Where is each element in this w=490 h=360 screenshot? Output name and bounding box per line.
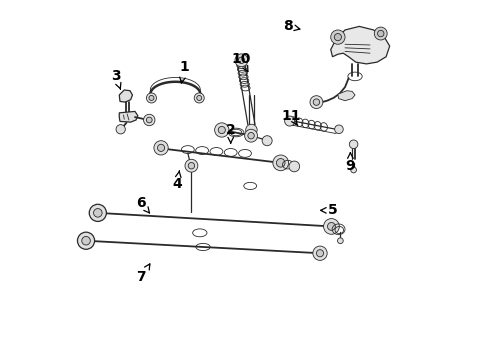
Circle shape: [194, 93, 204, 103]
Circle shape: [313, 246, 327, 260]
Text: 7: 7: [137, 264, 150, 284]
Circle shape: [276, 158, 285, 167]
Circle shape: [147, 93, 156, 103]
Circle shape: [335, 125, 343, 134]
Circle shape: [215, 123, 229, 137]
Circle shape: [377, 30, 384, 37]
Text: 8: 8: [283, 19, 300, 33]
Text: 11: 11: [281, 109, 300, 126]
Circle shape: [94, 208, 102, 217]
Circle shape: [77, 232, 95, 249]
Circle shape: [82, 237, 90, 245]
Circle shape: [317, 249, 323, 257]
Circle shape: [374, 27, 387, 40]
Circle shape: [154, 141, 168, 155]
Circle shape: [245, 129, 258, 142]
Circle shape: [235, 54, 248, 67]
Circle shape: [196, 95, 202, 100]
Text: 9: 9: [345, 153, 355, 173]
Circle shape: [285, 116, 294, 126]
Text: 4: 4: [172, 171, 182, 190]
Polygon shape: [119, 90, 132, 102]
Circle shape: [157, 144, 165, 152]
Circle shape: [331, 30, 345, 44]
Circle shape: [334, 33, 342, 41]
Circle shape: [149, 95, 154, 100]
Circle shape: [238, 57, 245, 64]
Text: 1: 1: [179, 60, 189, 83]
Circle shape: [262, 136, 272, 146]
Circle shape: [248, 132, 254, 139]
Circle shape: [116, 125, 125, 134]
Circle shape: [323, 219, 339, 234]
Polygon shape: [331, 26, 390, 64]
Circle shape: [289, 161, 300, 172]
Circle shape: [327, 222, 335, 230]
Circle shape: [245, 124, 257, 136]
Circle shape: [349, 140, 358, 149]
Circle shape: [273, 155, 289, 171]
Circle shape: [89, 204, 106, 221]
Polygon shape: [119, 111, 138, 122]
Text: 6: 6: [137, 196, 149, 213]
Polygon shape: [338, 91, 355, 101]
Circle shape: [351, 167, 356, 173]
Circle shape: [313, 99, 319, 105]
Circle shape: [218, 126, 225, 134]
Text: 5: 5: [320, 203, 338, 217]
Circle shape: [144, 114, 155, 126]
Circle shape: [310, 96, 323, 109]
Circle shape: [338, 238, 343, 244]
Circle shape: [147, 117, 152, 123]
Text: 2: 2: [226, 123, 236, 143]
Circle shape: [185, 159, 198, 172]
Text: 3: 3: [111, 69, 121, 89]
Text: 10: 10: [231, 51, 250, 72]
Circle shape: [188, 162, 195, 169]
